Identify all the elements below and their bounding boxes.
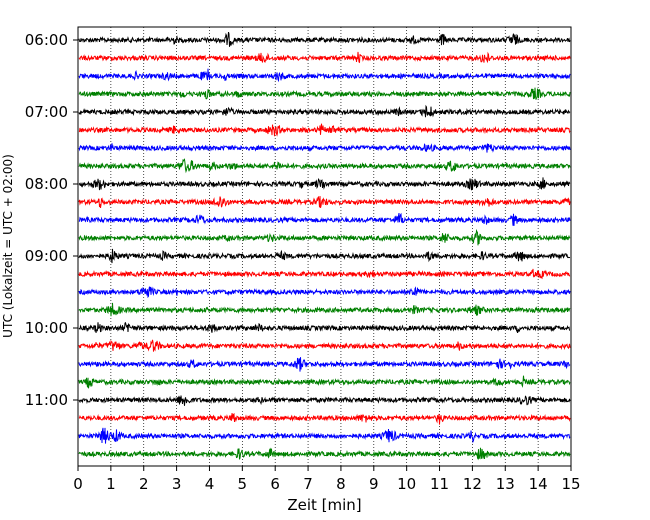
y-tick-label: 07:00 xyxy=(25,103,68,121)
y-tick-label: 11:00 xyxy=(25,391,68,409)
y-axis-label: UTC (Lokalzeit = UTC + 02:00) xyxy=(1,154,15,338)
x-tick-label: 7 xyxy=(303,475,313,493)
trace-0645 xyxy=(78,87,571,100)
grid-lines xyxy=(110,27,539,466)
trace-0915 xyxy=(78,268,571,280)
x-tick-label: 10 xyxy=(397,475,416,493)
y-tick-label: 10:00 xyxy=(25,319,68,337)
x-tick-label: 6 xyxy=(270,475,280,493)
x-axis-label: Zeit [min] xyxy=(287,496,361,514)
seismic-traces xyxy=(78,31,571,461)
trace-1000 xyxy=(78,321,571,333)
trace-0945 xyxy=(78,302,571,317)
y-tick-label: 09:00 xyxy=(25,247,68,265)
trace-0830 xyxy=(78,212,571,226)
x-tick-label: 12 xyxy=(463,475,482,493)
y-tick-label: 06:00 xyxy=(25,31,68,49)
x-tick-label: 3 xyxy=(172,475,182,493)
trace-1100 xyxy=(78,395,571,406)
plot-frame xyxy=(77,26,572,467)
trace-0700 xyxy=(78,104,571,118)
x-tick-label: 9 xyxy=(369,475,379,493)
x-tick-label: 14 xyxy=(529,475,548,493)
trace-0930 xyxy=(78,286,571,299)
x-tick-label: 2 xyxy=(139,475,149,493)
x-tick-label: 1 xyxy=(106,475,116,493)
trace-1030 xyxy=(78,357,571,372)
y-axis: 06:00 07:00 08:00 09:00 10:00 11:00 xyxy=(25,31,78,409)
trace-0630 xyxy=(78,68,571,83)
trace-1045 xyxy=(78,375,571,389)
y-tick-label: 08:00 xyxy=(25,175,68,193)
x-tick-label: 8 xyxy=(336,475,346,493)
trace-0845 xyxy=(78,228,571,246)
x-tick-label: 11 xyxy=(430,475,449,493)
trace-1115 xyxy=(78,412,571,425)
x-tick-label: 13 xyxy=(496,475,515,493)
x-tick-label: 15 xyxy=(561,475,580,493)
x-tick-label: 4 xyxy=(205,475,215,493)
trace-1145 xyxy=(78,447,571,461)
trace-0815 xyxy=(78,195,571,209)
trace-1130 xyxy=(78,427,571,444)
trace-0600 xyxy=(78,31,571,47)
x-tick-label: 0 xyxy=(73,475,83,493)
trace-0715 xyxy=(78,123,571,137)
x-axis: 0 1 2 3 4 5 6 7 8 9 10 11 12 13 14 15 xyxy=(73,466,581,493)
trace-1015 xyxy=(78,339,571,352)
x-tick-label: 5 xyxy=(238,475,248,493)
trace-0800 xyxy=(78,177,571,191)
trace-0745 xyxy=(78,158,571,174)
trace-0615 xyxy=(78,51,571,64)
trace-0730 xyxy=(78,143,571,153)
trace-0900 xyxy=(78,248,571,264)
